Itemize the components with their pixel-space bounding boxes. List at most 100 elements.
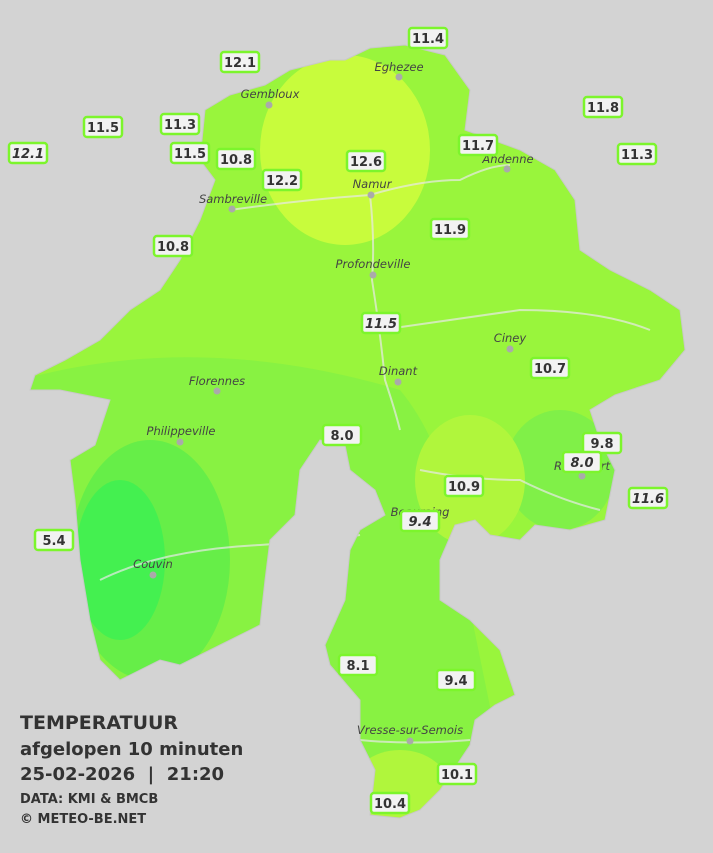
reading-box (529, 356, 571, 380)
reading-box (436, 762, 478, 786)
city-label: Namur (353, 177, 393, 191)
reading-box (407, 26, 449, 50)
city-label: Florennes (189, 374, 245, 388)
legend-credit: © METEO-BE.NET (20, 812, 146, 827)
reading: 11.3 (159, 112, 201, 136)
legend-source: DATA: KMI & BMCB (20, 792, 158, 807)
reading-value: 10.7 (534, 362, 566, 377)
reading-box (169, 141, 211, 165)
reading-value: 8.0 (570, 456, 593, 471)
city-dot (367, 191, 375, 199)
reading: 8.0 (321, 423, 363, 447)
reading-box (345, 149, 387, 173)
reading-value: 12.1 (12, 147, 44, 162)
reading-value: 10.4 (374, 797, 406, 812)
reading: 5.4 (33, 528, 75, 552)
city-dot (369, 271, 377, 279)
reading: 11.4 (407, 26, 449, 50)
city-dot (503, 165, 511, 173)
reading-box (399, 509, 441, 533)
reading-value: 11.3 (621, 148, 653, 163)
reading: 9.4 (399, 509, 441, 533)
reading: 11.6 (627, 486, 669, 510)
reading-box (7, 141, 49, 165)
reading-value: 12.1 (224, 56, 256, 71)
reading-value: 11.8 (587, 101, 619, 116)
reading-box (219, 50, 261, 74)
reading-value: 12.6 (350, 155, 382, 170)
reading-box (457, 133, 499, 157)
reading-value: 8.0 (330, 429, 353, 444)
reading: 10.9 (443, 474, 485, 498)
reading: 9.8 (581, 431, 623, 455)
reading-box (429, 217, 471, 241)
reading-box (33, 528, 75, 552)
legend-datetime: 25-02-2026 | 21:20 (20, 764, 224, 785)
reading-box (159, 112, 201, 136)
reading: 10.8 (215, 147, 257, 171)
reading-value: 9.4 (444, 674, 467, 689)
reading-value: 11.5 (87, 121, 119, 136)
city-dot (265, 101, 273, 109)
reading-box (561, 450, 603, 474)
reading-value: 5.4 (42, 534, 65, 549)
reading-box (261, 168, 303, 192)
city-label: Sambreville (199, 192, 267, 206)
reading-box (369, 791, 411, 815)
reading-box (582, 95, 624, 119)
reading: 12.6 (345, 149, 387, 173)
city-dot (578, 472, 586, 480)
reading-box (337, 653, 379, 677)
reading-box (360, 311, 402, 335)
reading: 11.8 (582, 95, 624, 119)
reading: 10.7 (529, 356, 571, 380)
reading-box (581, 431, 623, 455)
reading: 10.8 (152, 234, 194, 258)
city-dot (395, 73, 403, 81)
city-label: Vresse-sur-Semois (357, 723, 463, 737)
readings: 11.4 12.1 11.8 11.5 11.3 12.1 11.5 10.8 12.6 11.7… (7, 26, 669, 815)
city-dot (149, 571, 157, 579)
reading-value: 10.1 (441, 768, 473, 783)
reading: 11.5 (82, 115, 124, 139)
reading-value: 9.8 (590, 437, 613, 452)
reading: 11.9 (429, 217, 471, 241)
city-dot (213, 387, 221, 395)
reading-value: 10.8 (220, 153, 252, 168)
reading: 12.2 (261, 168, 303, 192)
reading-value: 12.2 (266, 174, 298, 189)
reading-box (215, 147, 257, 171)
reading-value: 11.9 (434, 223, 466, 238)
reading-value: 11.5 (365, 317, 397, 332)
reading: 8.1 (337, 653, 379, 677)
legend-title: TEMPERATUUR (20, 712, 178, 734)
city-label: Ciney (494, 331, 527, 345)
reading: 12.1 (7, 141, 49, 165)
city-dot (506, 345, 514, 353)
city-label: Gembloux (241, 87, 300, 101)
city-label: Philippeville (147, 424, 216, 438)
reading: 10.1 (436, 762, 478, 786)
city-dot (176, 438, 184, 446)
reading: 11.7 (457, 133, 499, 157)
reading: 11.3 (616, 142, 658, 166)
reading: 8.0 (561, 450, 603, 474)
reading: 11.5 (360, 311, 402, 335)
reading-box (152, 234, 194, 258)
reading-box (82, 115, 124, 139)
city-dot (394, 378, 402, 386)
reading: 9.4 (435, 668, 477, 692)
reading-value: 10.8 (157, 240, 189, 255)
reading-box (321, 423, 363, 447)
reading-value: 11.3 (164, 118, 196, 133)
reading-value: 9.4 (408, 515, 431, 530)
reading-box (443, 474, 485, 498)
reading-box (627, 486, 669, 510)
city-label: Dinant (379, 364, 418, 378)
city-dot (228, 205, 236, 213)
reading-value: 8.1 (346, 659, 369, 674)
city-label: Eghezee (374, 60, 423, 74)
legend-subtitle: afgelopen 10 minuten (20, 739, 243, 760)
reading-value: 10.9 (448, 480, 480, 495)
